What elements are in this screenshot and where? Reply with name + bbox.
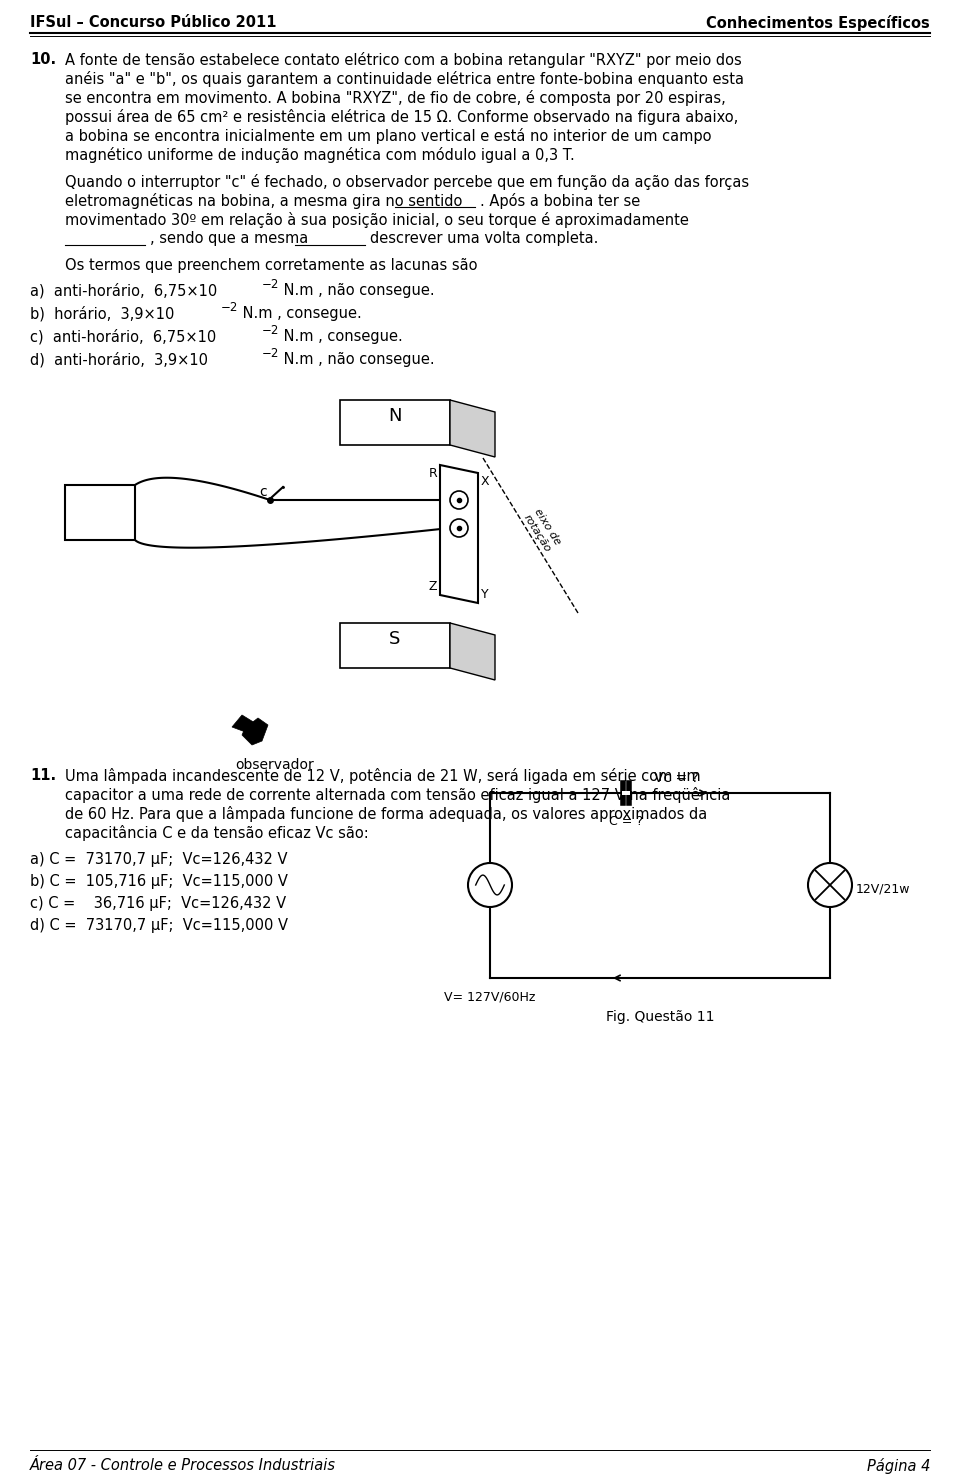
Circle shape bbox=[450, 518, 468, 538]
Text: N.m , consegue.: N.m , consegue. bbox=[279, 329, 403, 344]
Text: , sendo que a mesma: , sendo que a mesma bbox=[150, 231, 308, 246]
Text: c) C =    36,716 μF;  Vc=126,432 V: c) C = 36,716 μF; Vc=126,432 V bbox=[30, 896, 286, 911]
Text: magnético uniforme de indução magnética com módulo igual a 0,3 T.: magnético uniforme de indução magnética … bbox=[65, 147, 575, 163]
Text: c: c bbox=[259, 484, 267, 499]
Text: descrever uma volta completa.: descrever uma volta completa. bbox=[370, 231, 598, 246]
Polygon shape bbox=[232, 715, 255, 733]
Text: movimentado 30º em relação à sua posição inicial, o seu torque é aproximadamente: movimentado 30º em relação à sua posição… bbox=[65, 212, 689, 228]
Polygon shape bbox=[450, 400, 495, 458]
Text: Fig. Questão 11: Fig. Questão 11 bbox=[606, 1010, 714, 1023]
Text: observador: observador bbox=[235, 758, 314, 772]
Text: Página 4: Página 4 bbox=[867, 1457, 930, 1474]
Text: possui área de 65 cm² e resistência elétrica de 15 Ω. Conforme observado na figu: possui área de 65 cm² e resistência elét… bbox=[65, 110, 738, 124]
Text: −2: −2 bbox=[262, 324, 279, 338]
Text: Y: Y bbox=[481, 588, 489, 601]
Text: 30V: 30V bbox=[85, 499, 115, 514]
Polygon shape bbox=[450, 624, 495, 680]
Text: a bobina se encontra inicialmente em um plano vertical e está no interior de um : a bobina se encontra inicialmente em um … bbox=[65, 127, 711, 144]
Circle shape bbox=[450, 492, 468, 509]
Text: anéis "a" e "b", os quais garantem a continuidade elétrica entre fonte-bobina en: anéis "a" e "b", os quais garantem a con… bbox=[65, 71, 744, 87]
Text: N.m , não consegue.: N.m , não consegue. bbox=[279, 352, 435, 367]
Text: 11.: 11. bbox=[30, 769, 56, 783]
Text: −2: −2 bbox=[221, 301, 238, 314]
Polygon shape bbox=[340, 624, 450, 668]
Text: b: b bbox=[439, 530, 447, 542]
Polygon shape bbox=[440, 465, 478, 603]
Text: capacitância C e da tensão eficaz Vc são:: capacitância C e da tensão eficaz Vc são… bbox=[65, 825, 369, 841]
Polygon shape bbox=[622, 791, 630, 795]
Text: . Após a bobina ter se: . Após a bobina ter se bbox=[480, 193, 640, 209]
Circle shape bbox=[808, 863, 852, 906]
Text: −: − bbox=[112, 489, 123, 502]
Text: Quando o interruptor "c" é fechado, o observador percebe que em função da ação d: Quando o interruptor "c" é fechado, o ob… bbox=[65, 173, 749, 190]
Text: b) C =  105,716 μF;  Vc=115,000 V: b) C = 105,716 μF; Vc=115,000 V bbox=[30, 874, 288, 889]
Text: Conhecimentos Específicos: Conhecimentos Específicos bbox=[707, 15, 930, 31]
Text: Uma lâmpada incandescente de 12 V, potência de 21 W, será ligada em série com um: Uma lâmpada incandescente de 12 V, potên… bbox=[65, 769, 701, 783]
Text: eixo de
rotação: eixo de rotação bbox=[521, 507, 563, 554]
Text: Vc = ?: Vc = ? bbox=[654, 772, 698, 785]
Bar bbox=[65, 484, 135, 541]
Polygon shape bbox=[242, 718, 268, 745]
Text: C = ?: C = ? bbox=[609, 815, 643, 828]
Text: capacitor a uma rede de corrente alternada com tensão eficaz igual a 127 V na fr: capacitor a uma rede de corrente alterna… bbox=[65, 786, 731, 803]
Text: d) C =  73170,7 μF;  Vc=115,000 V: d) C = 73170,7 μF; Vc=115,000 V bbox=[30, 918, 288, 933]
Circle shape bbox=[468, 863, 512, 906]
Text: se encontra em movimento. A bobina "RXYZ", de fio de cobre, é composta por 20 es: se encontra em movimento. A bobina "RXYZ… bbox=[65, 90, 726, 107]
Text: N: N bbox=[388, 407, 401, 425]
Text: N.m , consegue.: N.m , consegue. bbox=[238, 307, 362, 321]
Text: +: + bbox=[77, 489, 87, 502]
Text: A fonte de tensão estabelece contato elétrico com a bobina retangular "RXYZ" por: A fonte de tensão estabelece contato elé… bbox=[65, 52, 742, 68]
Text: a)  anti-horário,  6,75×10: a) anti-horário, 6,75×10 bbox=[30, 283, 217, 299]
Text: N.m , não consegue.: N.m , não consegue. bbox=[279, 283, 435, 298]
Text: IFSul – Concurso Público 2011: IFSul – Concurso Público 2011 bbox=[30, 15, 276, 30]
Text: X: X bbox=[481, 475, 490, 489]
Text: −2: −2 bbox=[262, 278, 279, 290]
Text: V= 127V/60Hz: V= 127V/60Hz bbox=[444, 989, 536, 1003]
Text: a: a bbox=[440, 493, 447, 505]
Polygon shape bbox=[340, 400, 450, 444]
Text: eletromagnéticas na bobina, a mesma gira no sentido: eletromagnéticas na bobina, a mesma gira… bbox=[65, 193, 463, 209]
Text: c)  anti-horário,  6,75×10: c) anti-horário, 6,75×10 bbox=[30, 329, 216, 345]
Text: a) C =  73170,7 μF;  Vc=126,432 V: a) C = 73170,7 μF; Vc=126,432 V bbox=[30, 852, 287, 866]
Text: d)  anti-horário,  3,9×10: d) anti-horário, 3,9×10 bbox=[30, 352, 208, 367]
Text: Área 07 - Controle e Processos Industriais: Área 07 - Controle e Processos Industria… bbox=[30, 1457, 336, 1474]
Text: 12V/21w: 12V/21w bbox=[856, 883, 910, 896]
Text: 10.: 10. bbox=[30, 52, 56, 67]
Text: Os termos que preenchem corretamente as lacunas são: Os termos que preenchem corretamente as … bbox=[65, 258, 477, 273]
Text: b)  horário,  3,9×10: b) horário, 3,9×10 bbox=[30, 307, 175, 321]
Text: Z: Z bbox=[428, 581, 437, 592]
Text: S: S bbox=[390, 629, 400, 649]
Text: de 60 Hz. Para que a lâmpada funcione de forma adequada, os valores aproximados : de 60 Hz. Para que a lâmpada funcione de… bbox=[65, 806, 708, 822]
Text: −2: −2 bbox=[262, 347, 279, 360]
Text: R: R bbox=[428, 467, 437, 480]
